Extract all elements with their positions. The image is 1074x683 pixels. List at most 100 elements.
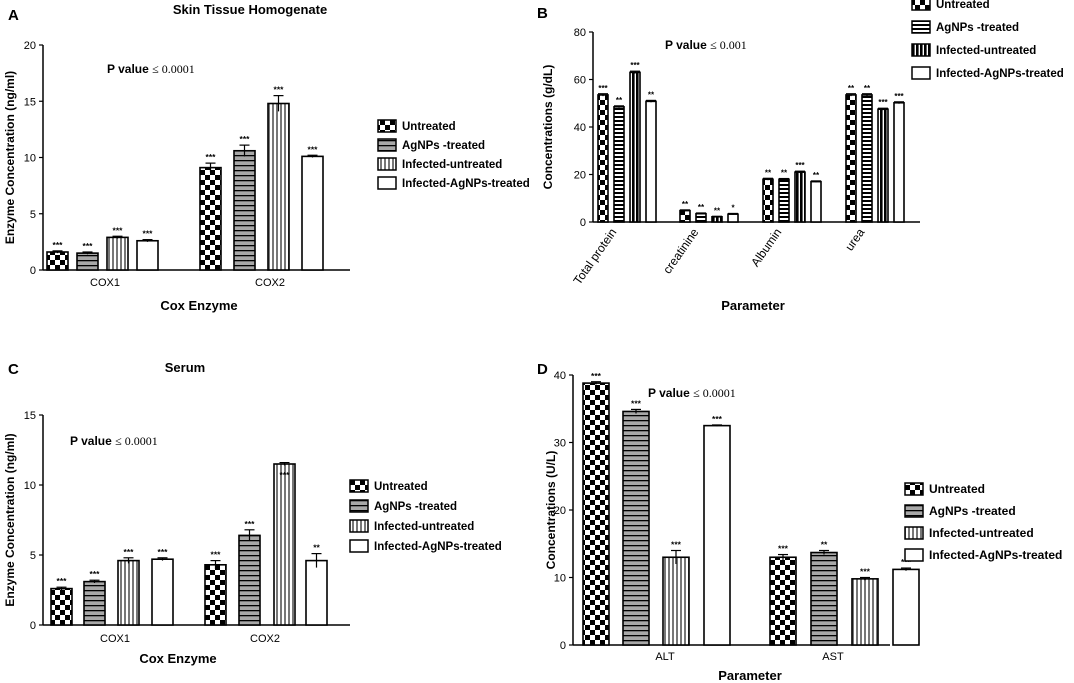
bar-A-cox2-1 [199,166,222,271]
significance-label: *** [211,550,222,560]
significance-label: *** [598,84,608,93]
bar-B-creatinine-2 [695,212,707,223]
panel-letter: A [8,7,19,24]
significance-label: *** [158,547,169,557]
y-tick-label: 40 [574,122,586,134]
significance-label: *** [901,557,912,567]
panel-D: D 0 10 20 30 40 Concentrations (U/L) Parameter P… [537,361,1062,683]
x-axis-label: Cox Enzyme [160,298,237,313]
x-tick-label: COX1 [100,633,130,645]
significance-label: ** [813,171,820,180]
bar-B-total-protein-1 [597,94,609,223]
legend: Untreated AgNPs -treated Infected-untreate… [349,479,502,553]
legend-label: Infected-untreated [929,526,1034,540]
significance-label: *** [671,540,682,550]
bar-B-albumin-1 [762,178,774,223]
bar-D-alt-2 [622,410,650,646]
significance-label: *** [280,470,291,480]
legend-label: Infected-AgNPs-treated [402,178,530,190]
legend-swatch [911,0,931,11]
y-tick-label: 5 [30,209,36,221]
bar-B-creatinine-4 [727,213,739,223]
legend-swatch [911,66,931,80]
legend-label: AgNPs -treated [929,504,1016,518]
significance-label: *** [90,569,101,579]
legend-label: Untreated [936,0,990,11]
bar-B-total-protein-2 [613,106,625,223]
bar-A-cox1-3 [106,236,129,271]
legend-swatch [904,526,924,540]
panel-letter: D [537,361,548,378]
panel-letter: C [8,361,19,378]
significance-label: *** [712,414,723,424]
bar-B-albumin-3 [794,171,806,223]
legend: Untreated AgNPs -treated Infected-untreate… [377,119,530,190]
legend-label: Infected-AgNPs-treated [929,548,1062,562]
p-value-number: ≤ 0.001 [710,38,747,52]
legend-swatch [911,43,931,57]
legend-swatch [904,504,924,518]
p-value-label: P value ≤ 0.0001 [70,434,158,448]
legend-swatch [377,119,397,133]
legend-label: Infected-untreated [936,45,1036,57]
significance-label: *** [245,519,256,529]
bar-C-cox1-4 [151,558,174,626]
legend-swatch [349,499,369,513]
bar-C-cox1-2 [83,580,106,626]
chart-title: Serum [165,360,205,375]
bar-C-cox2-1 [204,563,227,626]
x-axis-label: Parameter [721,298,785,313]
significance-label: *** [53,240,64,250]
legend-label: AgNPs -treated [936,22,1019,34]
significance-label: *** [240,134,251,144]
p-value-prefix: P value [107,62,152,76]
legend-label: AgNPs -treated [402,140,485,152]
x-tick-label: Albumin [748,226,784,270]
bar-A-cox2-4 [301,155,324,271]
significance-label: *** [860,567,871,577]
significance-label: *** [778,544,789,554]
x-tick-label: COX1 [90,277,120,289]
significance-label: *** [631,398,642,408]
bar-C-cox2-4 [305,559,328,626]
x-tick-label: AST [822,651,844,663]
legend-label: AgNPs -treated [374,501,457,513]
significance-label: ** [313,543,320,553]
y-tick-label: 20 [24,40,36,52]
legend: Untreated AgNPs -treated Infected-untreate… [904,482,1062,562]
p-value-label: P value ≤ 0.0001 [107,62,195,76]
x-axis-label: Cox Enzyme [139,651,216,666]
significance-label: ** [682,200,689,209]
chart-title: Skin Tissue Homogenate [173,2,327,17]
bar-C-cox1-3 [117,559,140,626]
y-tick-label: 0 [560,640,566,652]
bar-C-cox2-3 [273,463,296,626]
x-axis-label: Parameter [718,668,782,683]
legend-swatch [349,519,369,533]
significance-label: *** [124,547,135,557]
y-tick-label: 10 [24,480,36,492]
legend-swatch [904,482,924,496]
bar-D-alt-3 [662,556,690,646]
significance-label: *** [878,98,888,107]
p-value-label: P value ≤ 0.0001 [648,386,736,400]
p-value-prefix: P value [665,38,710,52]
x-tick-label: COX2 [250,633,280,645]
bar-A-cox2-3 [267,102,290,271]
legend-label: Untreated [929,482,985,496]
significance-label: *** [206,152,217,162]
panel-letter: B [537,5,548,22]
panel-A: A Skin Tissue Homogenate 0 5 10 15 20 Enzyme Co… [3,2,530,313]
bar-B-total-protein-4 [645,100,657,223]
x-tick-label: urea [842,225,867,253]
x-tick-label: COX2 [255,277,285,289]
significance-label: *** [795,161,805,170]
y-tick-label: 0 [30,620,36,632]
y-tick-label: 30 [554,438,566,450]
y-tick-label: 10 [554,573,566,585]
legend-label: Infected-untreated [402,159,502,171]
bar-B-total-protein-3 [629,71,641,223]
bar-D-ast-3 [851,578,879,646]
significance-label: *** [113,225,124,235]
